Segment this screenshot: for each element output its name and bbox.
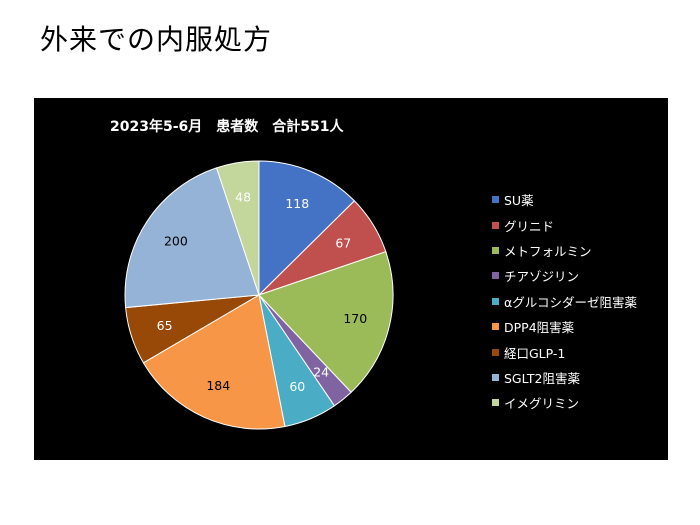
legend-label: イメグリミン — [504, 396, 580, 412]
legend-item: DPP4阻害薬 — [492, 314, 637, 339]
legend-item: メトフォルミン — [492, 238, 637, 263]
legend-swatch — [492, 221, 499, 229]
slice-value-label: 200 — [164, 233, 188, 248]
pie-slice — [215, 160, 260, 296]
legend-swatch — [492, 348, 499, 356]
slice-value-label: 170 — [343, 311, 367, 326]
legend-item: チアゾジリン — [492, 263, 637, 288]
slice-value-label: 48 — [235, 190, 251, 205]
legend-swatch — [492, 373, 499, 381]
slice-value-label: 184 — [206, 378, 230, 393]
legend-item: SGLT2阻害薬 — [492, 365, 637, 390]
legend-swatch — [492, 297, 499, 305]
slice-value-label: 60 — [289, 379, 305, 394]
chart-legend: SU薬グリニドメトフォルミン チアゾジリン αグルコシダーゼ阻害薬 DPP4阻害薬 経口… — [492, 187, 637, 416]
legend-label: グリニド — [504, 218, 555, 234]
legend-item: 経口GLP-1 — [492, 339, 637, 364]
legend-swatch — [492, 246, 499, 254]
slice-value-label: 24 — [313, 365, 329, 380]
legend-label: 経口GLP-1 — [504, 345, 566, 361]
pie-slice — [258, 160, 356, 297]
page-title: 外来での内服処方 — [40, 23, 273, 56]
pie-slice — [142, 294, 286, 430]
slice-value-label: 118 — [285, 196, 309, 211]
legend-label: メトフォルミン — [504, 243, 592, 259]
legend-swatch — [492, 399, 499, 407]
pie-chart: 118 67 170 24 60 184 65 200 48 — [124, 160, 394, 430]
legend-label: αグルコシダーゼ阻害薬 — [504, 294, 637, 310]
legend-swatch — [492, 272, 499, 280]
chart-panel: 2023年5-6月 患者数 合計551人 118 67 170 24 60 184 65 20… — [34, 98, 668, 460]
legend-item: αグルコシダーゼ阻害薬 — [492, 289, 637, 314]
legend-label: SU薬 — [504, 193, 534, 209]
legend-label: SGLT2阻害薬 — [504, 370, 580, 386]
legend-item: イメグリミン — [492, 390, 637, 415]
slice-value-label: 67 — [335, 235, 351, 250]
chart-title: 2023年5-6月 患者数 合計551人 — [110, 119, 344, 135]
pie-slice — [124, 167, 260, 309]
legend-swatch — [492, 323, 499, 331]
slice-value-label: 65 — [157, 318, 173, 333]
legend-item: SU薬 — [492, 187, 637, 212]
legend-label: DPP4阻害薬 — [504, 320, 575, 336]
pie-slice — [258, 251, 394, 393]
legend-swatch — [492, 196, 499, 204]
legend-item: グリニド — [492, 212, 637, 237]
legend-label: チアゾジリン — [504, 269, 580, 285]
